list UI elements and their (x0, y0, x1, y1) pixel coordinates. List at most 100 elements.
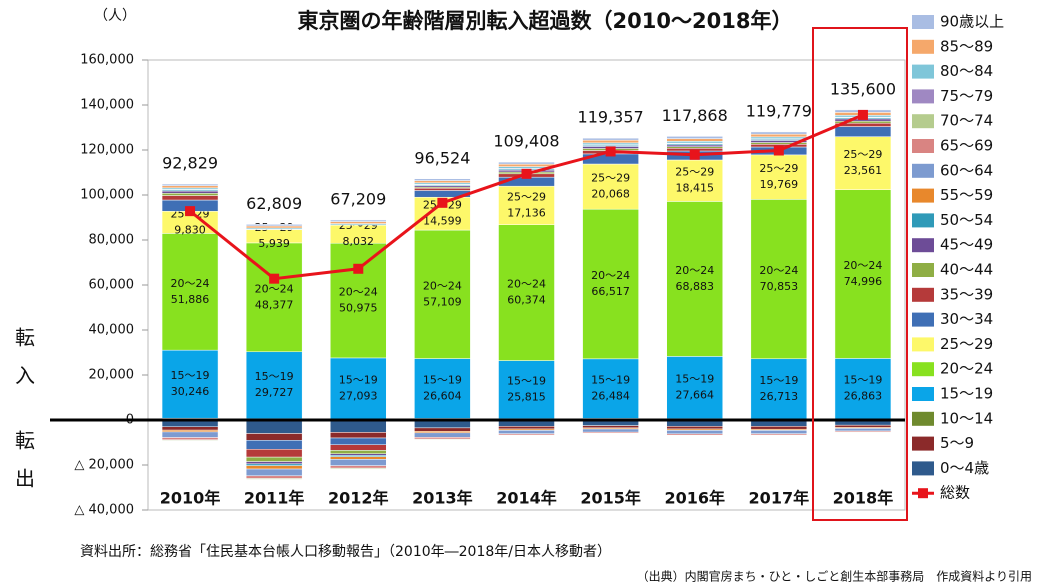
segment-name: 15～19 (675, 373, 714, 386)
total-label: 96,524 (414, 148, 470, 167)
bar-segment (582, 139, 639, 144)
data-label: 68,883 (675, 280, 714, 293)
y-tick-label: 140,000 (80, 98, 134, 113)
x-tick-label: 2012年 (328, 489, 389, 508)
bar-segment (245, 463, 303, 466)
bar-segment (161, 195, 219, 201)
bar-segment (161, 190, 219, 194)
side-label: 転出 (12, 430, 36, 506)
data-label: 70,853 (760, 280, 799, 293)
legend-label: 60～64 (940, 161, 993, 179)
legend-label: 25～29 (940, 335, 993, 353)
segment-name: 15～19 (591, 374, 630, 387)
y-tick-label: 60,000 (89, 278, 135, 293)
data-label: 19,769 (760, 178, 799, 191)
bar-segment (834, 424, 892, 428)
segment-name: 20～24 (843, 259, 882, 272)
y-tick-label: 40,000 (89, 323, 135, 338)
data-label: 17,136 (507, 206, 546, 219)
total-label: 109,408 (493, 132, 559, 151)
bar-segment (161, 426, 219, 431)
legend-label: 10～14 (940, 409, 993, 427)
y-tick-label: △ 40,000 (74, 503, 134, 518)
bar-segment (834, 428, 892, 432)
bar-segment (666, 201, 723, 357)
segment-name: 15～19 (171, 369, 210, 382)
chart-title: 東京圏の年齢階層別転入超過数（2010～2018年） (298, 9, 793, 33)
bar-segment (666, 141, 723, 144)
data-label: 26,604 (423, 389, 462, 402)
legend-swatch (912, 213, 934, 228)
bar-segment (666, 138, 723, 142)
segment-name: 20～24 (675, 264, 714, 277)
data-label: 20,068 (591, 188, 630, 201)
x-tick-label: 2013年 (412, 489, 473, 508)
bar-segment (750, 430, 808, 434)
legend-label: 90歳以上 (940, 13, 1004, 31)
data-label: 18,415 (675, 182, 714, 195)
legend-label: 65～69 (940, 137, 993, 155)
legend-swatch (912, 362, 934, 377)
side-label: 転入 (12, 327, 36, 403)
bar-segment (582, 142, 639, 145)
data-label: 74,996 (844, 275, 883, 288)
bar-segment (161, 429, 219, 433)
bar-segment (498, 161, 555, 165)
total-marker (773, 145, 784, 156)
legend-label: 75～79 (940, 87, 993, 105)
bar-segment (245, 225, 303, 229)
y-tick-label: 80,000 (89, 233, 135, 248)
legend-label: 5～9 (940, 434, 974, 452)
data-label: 26,863 (844, 390, 883, 403)
highlight-box (812, 27, 908, 521)
legend-label: 70～74 (940, 112, 993, 130)
segment-name: 25～29 (759, 162, 798, 175)
bar-segment (330, 242, 387, 359)
bar-segment (161, 183, 219, 186)
segment-name: 15～19 (759, 374, 798, 387)
segment-name: 20～24 (255, 282, 294, 295)
legend-label: 80～84 (940, 62, 993, 80)
bar-segment (161, 439, 219, 441)
x-tick-label: 2016年 (664, 489, 725, 508)
bar-segment (330, 219, 387, 222)
bar-segment (245, 419, 303, 434)
bar-segment (666, 430, 723, 435)
legend-swatch (912, 139, 934, 153)
bar-segment (498, 430, 555, 434)
bar-segment (414, 180, 471, 184)
total-marker (521, 168, 532, 179)
data-label: 26,713 (760, 390, 799, 403)
bar-segment (161, 437, 219, 441)
data-label: 26,484 (591, 390, 630, 403)
y-tick-label: 160,000 (80, 53, 134, 68)
legend-label: 35～39 (940, 285, 993, 303)
legend-swatch (912, 15, 934, 29)
legend-label: 45～49 (940, 236, 993, 254)
bar-segment (161, 185, 219, 189)
bar-segment (666, 136, 723, 139)
legend-label: 55～59 (940, 186, 993, 204)
segment-name: 25～29 (675, 166, 714, 179)
total-marker (185, 206, 196, 217)
bar-segment (582, 137, 639, 141)
total-marker (857, 109, 868, 120)
total-marker (269, 273, 280, 284)
data-label: 14,599 (423, 215, 462, 228)
x-tick-label: 2018年 (833, 489, 894, 508)
data-label: 5,939 (258, 237, 290, 250)
x-tick-label: 2010年 (160, 489, 221, 508)
legend-swatch (912, 263, 934, 277)
bar-segment (330, 444, 387, 451)
bar-segment (414, 358, 471, 419)
bar-segment (161, 193, 219, 196)
bar-segment (498, 224, 555, 361)
total-label: 62,809 (246, 194, 302, 213)
total-marker (353, 263, 364, 274)
y-tick-label: 100,000 (80, 188, 134, 203)
x-tick-label: 2015年 (580, 489, 641, 508)
legend-swatch (912, 39, 934, 54)
bar-segment (834, 358, 892, 420)
unit-label: （人） (94, 8, 136, 24)
legend-swatch (912, 461, 934, 476)
